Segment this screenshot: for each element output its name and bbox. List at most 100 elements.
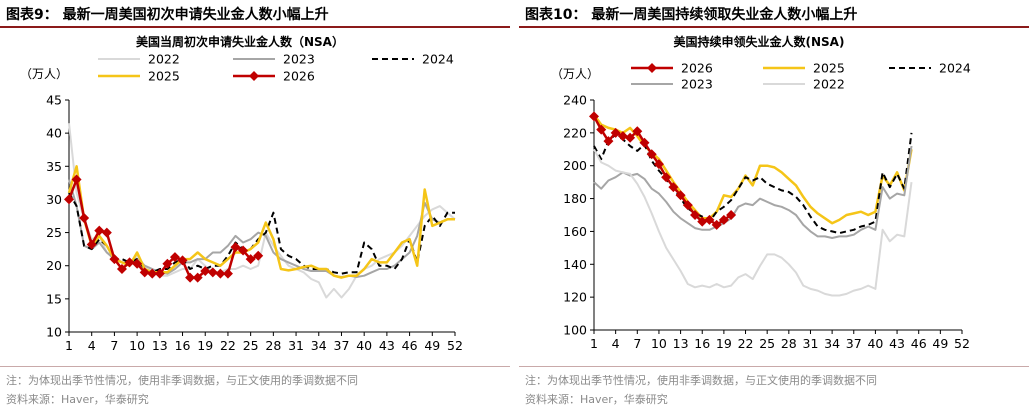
series-2026-point (238, 245, 249, 256)
note-line-1: 注：为体现出季节性情况，使用非季调数据，与正文使用的季调数据不同 (6, 374, 358, 387)
y-tick-label: 140 (563, 257, 587, 272)
x-tick-label: 43 (379, 338, 395, 353)
x-tick-label: 28 (781, 336, 797, 351)
series-2026-point (200, 266, 211, 277)
continuing-claims-chart: 美国持续申领失业金人数(NSA)（万人）10012014016018020022… (551, 34, 971, 351)
series-2026-point (704, 214, 715, 225)
x-tick-label: 16 (694, 336, 710, 351)
series-2026-point (646, 149, 657, 160)
note-rule (519, 366, 1029, 367)
x-tick-label: 13 (152, 338, 168, 353)
x-tick-label: 49 (424, 338, 440, 353)
series-2026-point (610, 127, 621, 138)
x-tick-label: 25 (243, 338, 259, 353)
y-tick-label: 10 (46, 325, 62, 340)
note-line-2: 资料来源：Haver，华泰研究 (6, 393, 149, 406)
x-tick-label: 40 (867, 336, 883, 351)
series-2026-point (101, 227, 112, 238)
legend-label-2022: 2022 (148, 52, 180, 67)
note-line-2: 资料来源：Haver，华泰研究 (525, 393, 668, 406)
x-tick-label: 52 (447, 338, 463, 353)
series-2026-point (653, 159, 664, 170)
legend-label-2026: 2026 (283, 69, 315, 84)
x-tick-label: 16 (175, 338, 191, 353)
series-2026-point (79, 212, 90, 223)
series-2026-point (94, 225, 105, 236)
series-2026-point (116, 264, 127, 275)
x-tick-label: 7 (633, 336, 641, 351)
x-tick-label: 22 (220, 338, 236, 353)
series-2026-point (589, 111, 599, 122)
y-tick-label: 160 (563, 224, 587, 239)
y-tick-label: 45 (46, 93, 62, 108)
legend-label-2025: 2025 (813, 61, 845, 76)
legend-label-2026: 2026 (681, 61, 713, 76)
series-2026-point (192, 272, 203, 283)
note-rule (0, 366, 510, 367)
x-tick-label: 43 (889, 336, 905, 351)
legend-label-2022: 2022 (813, 77, 845, 92)
series-2026-point (86, 239, 97, 250)
series-2026-point (109, 254, 120, 265)
panel-initial-claims: 图表9： 最新一周美国初次申请失业金人数小幅上升 美国当周初次申请失业金人数（N… (0, 0, 510, 412)
x-tick-label: 7 (110, 338, 118, 353)
y-tick-label: 240 (563, 93, 587, 108)
x-tick-label: 10 (651, 336, 667, 351)
y-tick-label: 15 (46, 291, 62, 306)
series-2026-point (71, 174, 82, 185)
series-2026-point (697, 216, 708, 227)
series-2026-point (726, 210, 737, 220)
series-2023-line (593, 145, 913, 239)
x-tick-label: 13 (673, 336, 689, 351)
series-2026-point (625, 132, 636, 143)
series-2025-line (67, 165, 455, 279)
x-tick-label: 34 (824, 336, 840, 351)
chart-title: 美国持续申领失业金人数(NSA) (674, 34, 845, 49)
series-2024-line (593, 132, 913, 235)
y-tick-label: 25 (46, 225, 62, 240)
series-2026-point (185, 272, 196, 283)
x-tick-label: 4 (612, 336, 620, 351)
series-2026-point (222, 268, 233, 279)
legend-marker-2026 (647, 63, 657, 73)
y-tick-label: 120 (563, 290, 587, 305)
y-tick-label: 40 (46, 126, 62, 141)
series-2026-point (639, 137, 650, 148)
y-tick-label: 35 (46, 159, 62, 174)
series-2026-point (690, 210, 701, 220)
title-rule (0, 26, 510, 28)
series-2026-point (711, 219, 722, 230)
note-line-1: 注：为体现出季节性情况，使用非季调数据，与正文使用的季调数据不同 (525, 374, 877, 387)
y-tick-label: 100 (563, 323, 587, 338)
title-rule (519, 26, 1029, 28)
series-2026-point (154, 268, 165, 279)
chart-title: 美国当周初次申请失业金人数（NSA） (136, 34, 344, 49)
x-tick-label: 1 (590, 336, 598, 351)
series-2026-point (675, 190, 686, 201)
unit-label: （万人） (551, 67, 599, 81)
y-tick-label: 220 (563, 125, 587, 140)
y-tick-label: 30 (46, 192, 62, 207)
y-tick-label: 200 (563, 158, 587, 173)
x-tick-label: 31 (803, 336, 819, 351)
x-tick-label: 40 (356, 338, 372, 353)
series-2026-point (207, 267, 218, 278)
x-tick-label: 4 (88, 338, 96, 353)
x-tick-label: 37 (334, 338, 350, 353)
x-tick-label: 46 (402, 338, 418, 353)
figure-title: 图表9： 最新一周美国初次申请失业金人数小幅上升 (6, 7, 329, 23)
x-tick-label: 37 (846, 336, 862, 351)
y-tick-label: 20 (46, 258, 62, 273)
series-2026-point (617, 131, 628, 142)
x-tick-label: 22 (738, 336, 754, 351)
series-2026-point (147, 268, 158, 279)
legend-label-2025: 2025 (148, 69, 180, 84)
unit-label: （万人） (20, 67, 68, 81)
series-2026-point (215, 268, 226, 279)
series-2026-point (169, 252, 180, 263)
series-2026-point (718, 214, 729, 225)
legend-label-2024: 2024 (939, 61, 971, 76)
legend-label-2023: 2023 (681, 77, 713, 92)
series-2026-point (253, 250, 264, 261)
